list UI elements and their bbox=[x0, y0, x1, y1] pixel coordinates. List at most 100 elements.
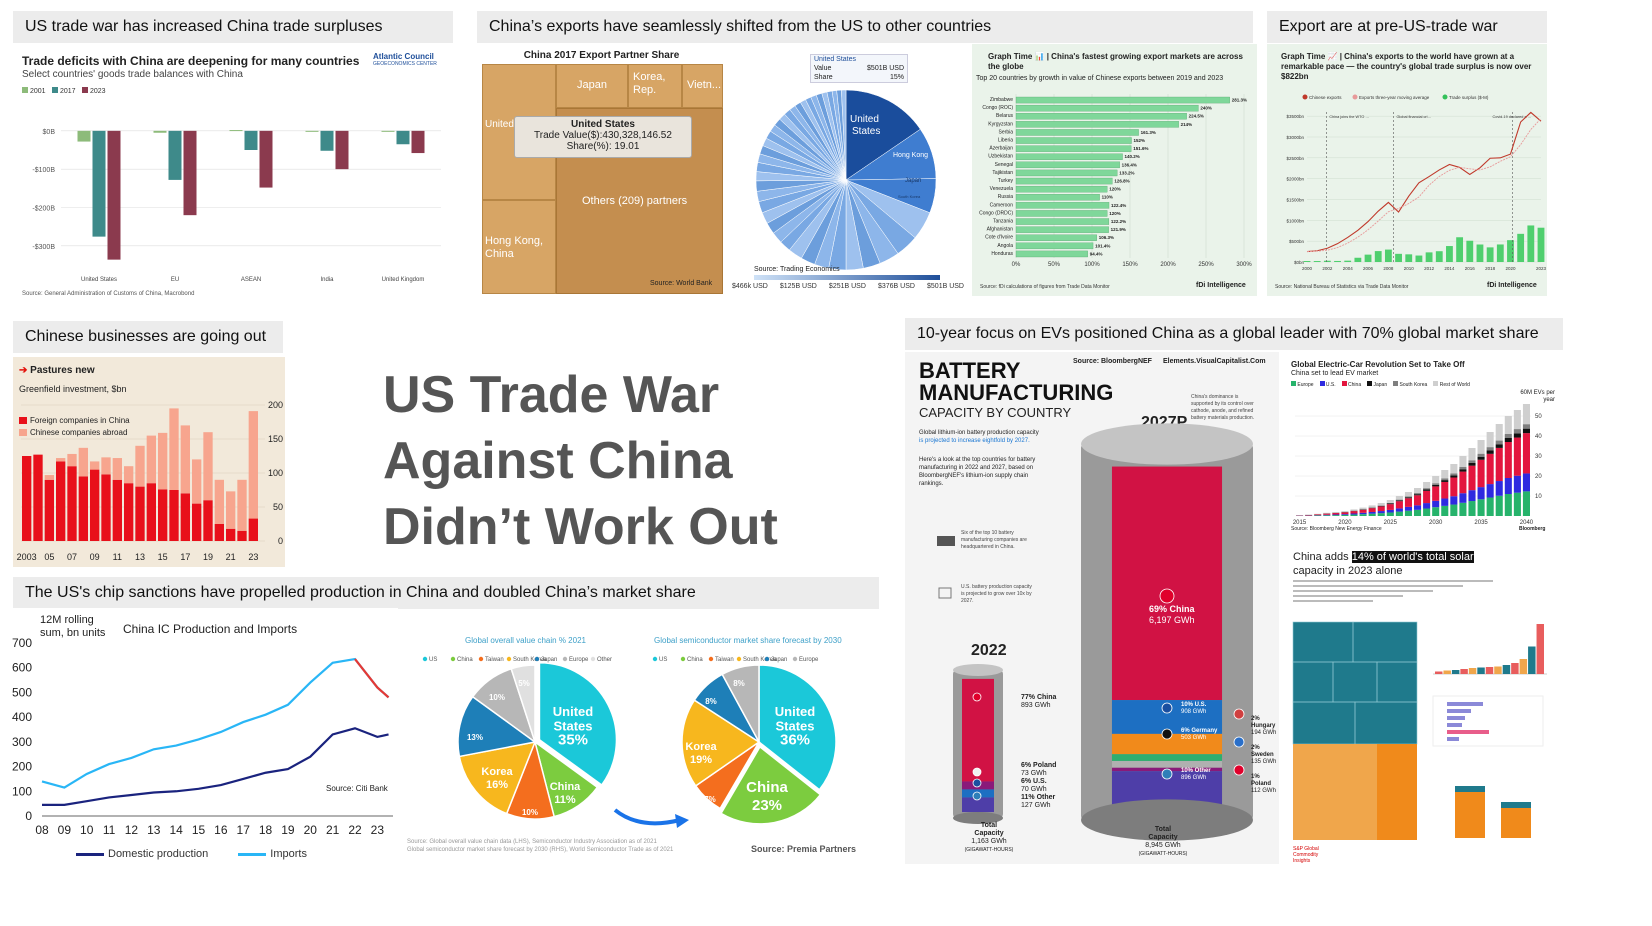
text-line-placeholder bbox=[1293, 600, 1373, 602]
y-tick-label: Zimbabwe bbox=[990, 97, 1013, 103]
ev-bar-segment bbox=[1495, 440, 1503, 445]
treemap-cell-hong-kong[interactable]: Hong Kong, China bbox=[482, 200, 556, 294]
pie-tooltip-country: United States bbox=[814, 56, 857, 63]
ev-bar-segment bbox=[1486, 453, 1494, 485]
pie-slice bbox=[721, 664, 760, 743]
y-tick-label: 0 bbox=[25, 809, 32, 823]
semiconductor-pies-panel: Global overall value chain % 2021 Global… bbox=[405, 630, 880, 862]
brand-sub: GEOECONOMICS CENTER bbox=[373, 61, 437, 67]
ev-bar-segment bbox=[1341, 514, 1349, 516]
y-tick-label: Cote d'Ivoire bbox=[985, 235, 1013, 241]
x-tick-label: 2008 bbox=[1383, 266, 1394, 271]
ev-bar-segment bbox=[1341, 511, 1349, 512]
legend-label: Japan bbox=[771, 657, 787, 663]
bar bbox=[1015, 218, 1110, 225]
x-tick-label: 2015 bbox=[1293, 520, 1307, 526]
treemap-cell-label: Others (209) partners bbox=[582, 195, 688, 207]
mini-bar bbox=[1502, 665, 1511, 674]
legend-label: 2001 bbox=[30, 88, 46, 95]
x-tick-label: 50% bbox=[1048, 262, 1061, 268]
mini-bar bbox=[1451, 670, 1460, 674]
surplus-bar bbox=[1313, 261, 1321, 262]
labels-2022-b: 6% Poland 73 GWh 6% U.S. 70 GWh 11% Othe… bbox=[1021, 762, 1056, 810]
battery-2027-segment bbox=[1111, 466, 1223, 701]
bar-foreign bbox=[214, 524, 224, 541]
pie-slice bbox=[458, 741, 537, 815]
surplus-bar bbox=[1507, 240, 1514, 262]
exports-chart-title: Graph Time 📈 | China's exports to the wo… bbox=[1281, 52, 1532, 81]
bar-chinese-abroad bbox=[67, 453, 77, 467]
y-tick-label: $1500bn bbox=[1286, 198, 1304, 203]
ev-bar-segment bbox=[1377, 511, 1385, 514]
bar bbox=[92, 130, 106, 237]
treemap-cell-label: Japan bbox=[577, 79, 607, 91]
bar bbox=[1015, 121, 1179, 128]
treemap-cell-vietnam[interactable]: Vietn... bbox=[682, 64, 723, 108]
factory-icon bbox=[937, 536, 955, 546]
year-2022: 2022 bbox=[971, 642, 1007, 659]
bar-data-label: 136.4% bbox=[1122, 162, 1137, 167]
ev-bar-segment bbox=[1486, 497, 1494, 516]
bar-chinese-abroad bbox=[248, 411, 258, 519]
bar bbox=[320, 130, 334, 151]
bar-foreign bbox=[124, 483, 134, 541]
legend-swatch bbox=[19, 429, 27, 436]
legend-rest: Rest of World bbox=[1433, 381, 1470, 388]
bar-data-label: 240% bbox=[1200, 106, 1212, 111]
ev-bar-segment bbox=[1395, 499, 1403, 501]
ev-bar-segment bbox=[1323, 515, 1331, 516]
total-2027: Total Capacity 8,945 GWh (GIGAWATT-HOURS… bbox=[1133, 826, 1193, 858]
legend-korea: South Korea bbox=[1393, 381, 1427, 388]
mini-bar bbox=[1485, 667, 1494, 674]
pie2-title: Global semiconductor market share foreca… bbox=[654, 636, 842, 645]
bar-foreign bbox=[237, 530, 247, 541]
ev-bar-segment bbox=[1468, 465, 1476, 491]
legend-china: China bbox=[1341, 381, 1361, 388]
treemap-cell-label: Vietn... bbox=[687, 79, 722, 91]
battery-title-2: MANUFACTURING bbox=[919, 380, 1114, 405]
label-hungary: 2% Hungary bbox=[1251, 716, 1276, 729]
label-us-2027: 10% U.S. bbox=[1181, 702, 1207, 708]
y-tick-label: Tajikistan bbox=[992, 170, 1013, 176]
legend-label: Rest of World bbox=[1439, 382, 1470, 388]
fdi-brand-logo: fDi Intelligence bbox=[1196, 282, 1246, 289]
bar bbox=[396, 130, 410, 145]
pie-label-japan: Japan bbox=[905, 178, 921, 184]
solar-brand: S&P Global Commodity Insights bbox=[1293, 846, 1319, 864]
legend-label: Domestic production bbox=[108, 848, 209, 860]
flag-icon bbox=[972, 791, 982, 801]
pie-slice-label: United bbox=[553, 704, 594, 719]
ev-bar-segment bbox=[1404, 506, 1412, 511]
bar bbox=[1015, 185, 1108, 193]
surplus-bar bbox=[1446, 246, 1453, 262]
series-line bbox=[42, 727, 389, 806]
legend-label: Europe bbox=[569, 657, 589, 663]
pie-scale-bar bbox=[754, 275, 940, 280]
ev-bar-segment bbox=[1414, 494, 1422, 496]
x-tick-label: 2014 bbox=[1444, 266, 1455, 271]
y-tick-label: Liberia bbox=[998, 138, 1013, 144]
bar-data-label: 281.3% bbox=[1232, 98, 1247, 103]
legend-label: South Korea bbox=[513, 657, 547, 663]
label-china-2027: 69% China bbox=[1149, 604, 1195, 614]
ev-bar-segment bbox=[1450, 473, 1458, 476]
solar-title-b: capacity in 2023 alone bbox=[1293, 565, 1403, 577]
ev-bar-segment bbox=[1395, 500, 1403, 502]
ev-source: Source: Bloomberg New Energy Finance bbox=[1291, 526, 1382, 532]
legend-label: South Korea bbox=[1399, 382, 1428, 388]
y-tick-label: 20 bbox=[1535, 474, 1542, 480]
bar-data-label: 106.3% bbox=[1099, 235, 1114, 240]
trade-deficit-chart-panel: Trade deficits with China are deepening … bbox=[13, 45, 453, 303]
y-tick-label: $500bn bbox=[1289, 239, 1305, 244]
pie-label-sk: South Korea bbox=[898, 194, 921, 199]
x-tick-label: 2000 bbox=[1302, 266, 1313, 271]
treemap-cell-japan[interactable]: Japan bbox=[556, 64, 628, 108]
battery-2027-segment bbox=[1111, 733, 1223, 755]
mini-bar bbox=[1511, 663, 1519, 674]
x-tick-label: 17 bbox=[237, 823, 251, 837]
ev-bar-segment bbox=[1414, 495, 1422, 506]
ev-title: Global Electric-Car Revolution Set to Ta… bbox=[1291, 360, 1465, 369]
treemap-cell-korea[interactable]: Korea, Rep. bbox=[628, 64, 682, 108]
surplus-bar bbox=[1374, 251, 1382, 262]
